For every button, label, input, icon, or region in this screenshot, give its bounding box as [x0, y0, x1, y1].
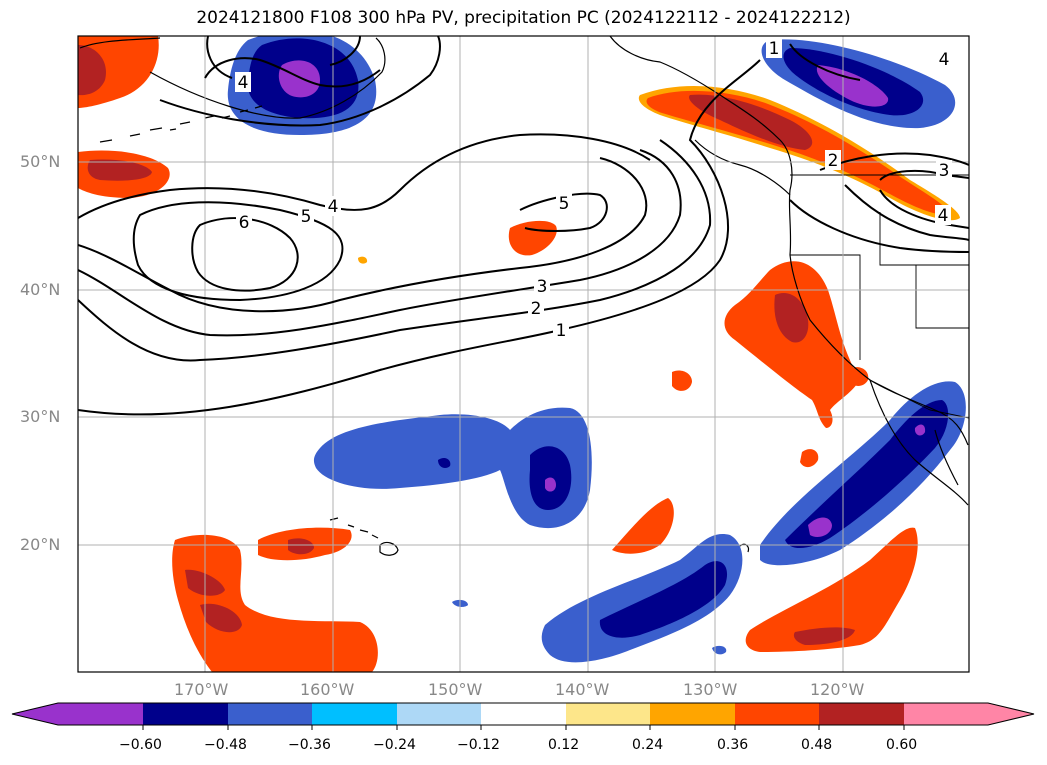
colorbar-tick-label: 0.24	[632, 737, 664, 753]
lat-label: 20°N	[20, 535, 61, 554]
lon-label: 170°W	[174, 680, 229, 699]
lon-label: 160°W	[300, 680, 355, 699]
colorbar-segment	[312, 703, 397, 725]
contour-label: 4	[938, 206, 949, 226]
colorbar-segment	[143, 703, 228, 725]
lon-label: 130°W	[683, 680, 738, 699]
colorbar-segment	[735, 703, 819, 725]
gridlines	[78, 36, 969, 672]
contour-label: 2	[531, 299, 542, 319]
coastlines	[79, 36, 969, 556]
contour-label: 5	[301, 207, 312, 227]
colorbar-segment	[58, 703, 143, 725]
contour-label: 1	[769, 39, 780, 59]
lat-label: 50°N	[20, 152, 61, 171]
contour-label: 4	[939, 50, 950, 70]
colorbar-tick-label: 0.36	[717, 737, 749, 753]
colorbar-segment	[819, 703, 904, 725]
contour-label: 3	[537, 277, 548, 297]
lon-label: 140°W	[555, 680, 610, 699]
map-title: 2024121800 F108 300 hPa PV, precipitatio…	[196, 8, 851, 28]
colorbar-tick-label: −0.36	[288, 737, 331, 753]
lat-label: 40°N	[20, 280, 61, 299]
contour-labels: 1 2 3 4 5 6 4 5 4 1 2 3 4	[235, 38, 952, 341]
colorbar-segment	[904, 703, 988, 725]
colorbar-tick-label: −0.48	[204, 737, 247, 753]
colorbar	[11, 702, 1035, 730]
colorbar-tick-label: 0.12	[548, 737, 580, 753]
contour-label: 5	[559, 194, 570, 214]
colorbar-tick-label: 0.60	[886, 737, 918, 753]
colorbar-tick-label: −0.24	[373, 737, 416, 753]
colorbar-upper-extension	[988, 703, 1034, 725]
colorbar-tick-label: 0.48	[801, 737, 833, 753]
contour-label: 1	[556, 321, 567, 341]
colorbar-lower-extension	[12, 703, 58, 725]
colorbar-outline	[11, 702, 1035, 726]
contour-label: 2	[828, 151, 839, 171]
colorbar-segment	[397, 703, 481, 725]
colorbar-tick-label: −0.12	[457, 737, 500, 753]
map-frame	[77, 35, 970, 673]
colorbar-segment	[481, 703, 566, 725]
contour-label: 4	[238, 73, 249, 93]
contour-label: 3	[939, 161, 950, 181]
lon-label: 120°W	[810, 680, 865, 699]
colorbar-segment	[228, 703, 312, 725]
contour-label: 4	[328, 197, 339, 217]
colorbar-segment	[566, 703, 650, 725]
colorbar-segment	[650, 703, 735, 725]
lon-label: 150°W	[428, 680, 483, 699]
lat-label: 30°N	[20, 407, 61, 426]
colorbar-tick-label: −0.60	[119, 737, 162, 753]
positive-anomaly-shading	[78, 36, 960, 672]
contour-label: 6	[239, 213, 250, 233]
